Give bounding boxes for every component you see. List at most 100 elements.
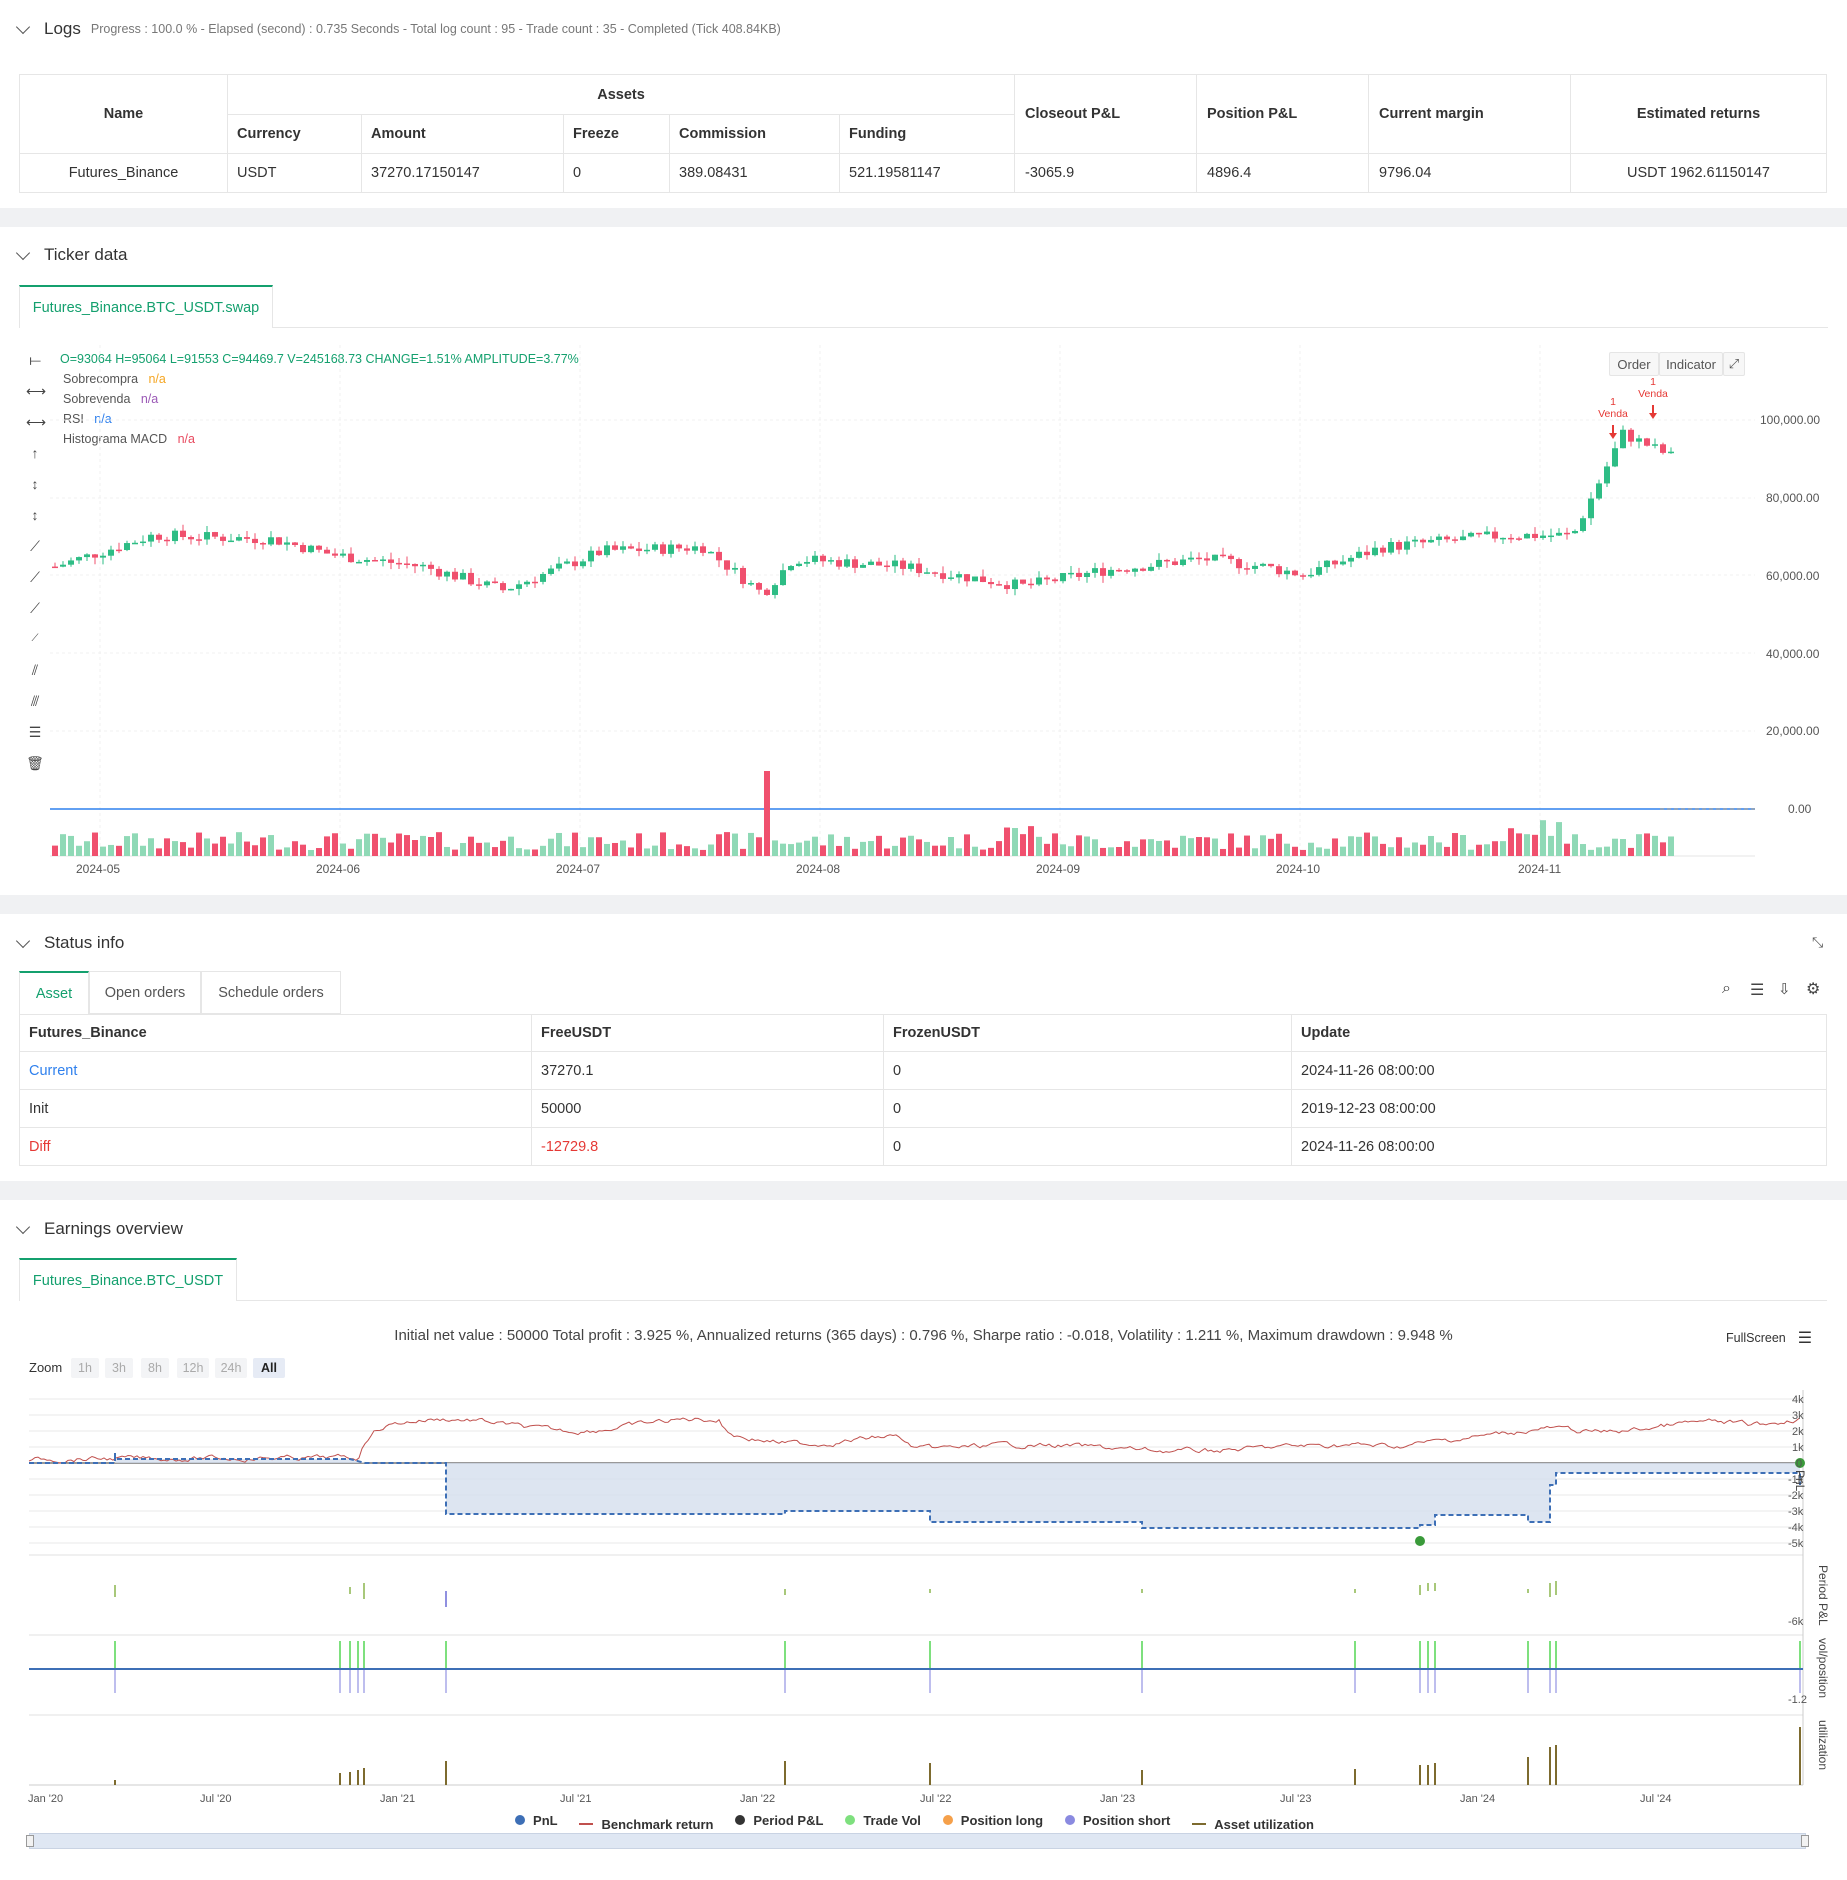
zoom-24h[interactable]: 24h — [215, 1358, 247, 1378]
legend-position-short[interactable]: Position short — [1065, 1813, 1170, 1828]
vertical-line-icon[interactable]: ↕ — [31, 476, 39, 492]
navigator-scrollbar[interactable] — [26, 1833, 1809, 1849]
cell-frozen: 0 — [883, 1051, 1292, 1090]
volume-bar — [220, 836, 226, 856]
candle — [628, 546, 634, 549]
fibonacci-icon[interactable]: ⫻ — [30, 693, 40, 709]
pnl-tick: 1k — [1792, 1442, 1804, 1454]
price-line-icon[interactable]: ⟋ — [31, 633, 39, 644]
candle — [164, 539, 170, 542]
candle — [1204, 558, 1210, 561]
volume-bar — [316, 848, 322, 856]
volume-bar — [796, 842, 802, 856]
col-update: Update — [1291, 1014, 1827, 1052]
volume-bar — [1052, 833, 1058, 856]
horizontal-ray-icon[interactable]: ⟝ — [29, 352, 41, 368]
row-label-current[interactable]: Current — [19, 1051, 532, 1090]
volume-bar — [364, 833, 370, 856]
volume-bar — [772, 840, 778, 856]
fullscreen-button[interactable]: FullScreen ☰ — [1726, 1330, 1813, 1347]
segment-line-icon[interactable]: ⟋ — [30, 600, 40, 616]
horizontal-line-icon[interactable]: ⟷ — [26, 383, 47, 399]
zoom-8h[interactable]: 8h — [141, 1358, 169, 1378]
legend-benchmark[interactable]: Benchmark return — [579, 1817, 713, 1832]
candle — [716, 551, 722, 561]
tab-open-orders[interactable]: Open orders — [89, 971, 201, 1014]
volume-bar — [1620, 839, 1626, 856]
legend-asset-util[interactable]: Asset utilization — [1192, 1817, 1314, 1832]
candle — [396, 562, 402, 565]
tab-earnings-symbol[interactable]: Futures_Binance.BTC_USDT — [19, 1258, 237, 1301]
collapse-caret-icon[interactable] — [15, 19, 31, 34]
collapse-caret-icon[interactable] — [15, 933, 31, 948]
order-button[interactable]: Order — [1609, 352, 1659, 376]
volume-bar — [756, 837, 762, 856]
candle — [1556, 532, 1562, 536]
legend-position-long[interactable]: Position long — [942, 1813, 1043, 1828]
cell-update: 2019-12-23 08:00:00 — [1291, 1089, 1827, 1128]
trash-icon[interactable]: 🗑 — [26, 755, 44, 771]
logs-header[interactable]: Logs Progress : 100.0 % - Elapsed (secon… — [15, 17, 781, 41]
cell-funding: 521.19581147 — [839, 153, 1015, 193]
download-icon[interactable]: ⇩ — [1778, 981, 1791, 998]
volume-bar — [996, 841, 1002, 856]
collapse-caret-icon[interactable] — [15, 1219, 31, 1234]
candle — [764, 589, 770, 595]
volume-bar — [588, 837, 594, 856]
volume-bar — [1668, 836, 1674, 856]
candle — [1500, 537, 1506, 540]
collapse-caret-icon[interactable] — [15, 245, 31, 260]
zoom-1h[interactable]: 1h — [71, 1358, 99, 1378]
fib-retracement-icon[interactable]: ☰ — [28, 724, 42, 740]
legend-period-pnl[interactable]: Period P&L — [735, 1813, 823, 1828]
volume-bar — [684, 846, 690, 856]
candle — [1636, 438, 1642, 442]
tab-asset[interactable]: Asset — [19, 971, 89, 1014]
volume-bar — [236, 832, 242, 856]
tab-ticker-symbol[interactable]: Futures_Binance.BTC_USDT.swap — [19, 285, 273, 328]
ray-line-icon[interactable]: ⟋ — [30, 569, 40, 585]
parallel-channel-icon[interactable]: ⫽ — [31, 662, 39, 678]
expand-icon[interactable]: ⤢ — [1723, 352, 1745, 376]
volume-bar — [1324, 848, 1330, 856]
candle — [964, 574, 970, 582]
tab-schedule-orders[interactable]: Schedule orders — [201, 971, 341, 1014]
ticker-header[interactable]: Ticker data — [15, 243, 127, 267]
menu-icon[interactable]: ☰ — [1797, 1330, 1813, 1347]
earnings-header[interactable]: Earnings overview — [15, 1217, 183, 1241]
volume-bar — [1132, 846, 1138, 856]
candle — [1140, 568, 1146, 571]
table-row: Current 37270.1 0 2024-11-26 08:00:00 — [19, 1051, 1827, 1090]
gear-icon[interactable]: ⚙ — [1806, 981, 1821, 998]
vertical-ray-icon[interactable]: ↑ — [31, 445, 39, 461]
signal-marker: 1 Venda — [1638, 376, 1668, 400]
x-tick: Jul '24 — [1640, 1793, 1672, 1805]
list-icon[interactable]: ☰ — [1750, 982, 1765, 999]
volume-bar — [324, 836, 330, 856]
zoom-all[interactable]: All — [253, 1358, 285, 1378]
collapse-icon[interactable]: ⤡ — [1812, 934, 1824, 950]
indicator-button[interactable]: Indicator — [1659, 352, 1723, 376]
volume-bar — [1228, 833, 1234, 856]
horizontal-segment-icon[interactable]: ⟷ — [26, 414, 47, 430]
pnl-line — [29, 1453, 1801, 1529]
zoom-12h[interactable]: 12h — [177, 1358, 209, 1378]
candle — [612, 545, 618, 550]
status-header[interactable]: Status info — [15, 931, 124, 955]
y-tick: 0.00 — [1788, 802, 1812, 816]
candle — [684, 548, 690, 551]
volume-bar — [1332, 838, 1338, 856]
search-icon[interactable]: ⌕ — [1722, 980, 1731, 997]
trend-line-icon[interactable]: ⟋ — [30, 538, 40, 554]
legend-macd-hist: Histograma MACD n/a — [63, 432, 195, 446]
vertical-segment-icon[interactable]: ↕ — [31, 507, 39, 523]
volume-bar — [548, 838, 554, 856]
volume-bar — [1188, 838, 1194, 856]
volume-bar — [108, 844, 114, 856]
legend-trade-vol[interactable]: Trade Vol — [845, 1813, 921, 1828]
navigator-handle-left[interactable] — [26, 1835, 34, 1847]
volume-bar — [484, 842, 490, 856]
legend-pnl[interactable]: PnL — [515, 1813, 558, 1828]
zoom-3h[interactable]: 3h — [105, 1358, 133, 1378]
navigator-handle-right[interactable] — [1801, 1835, 1809, 1847]
